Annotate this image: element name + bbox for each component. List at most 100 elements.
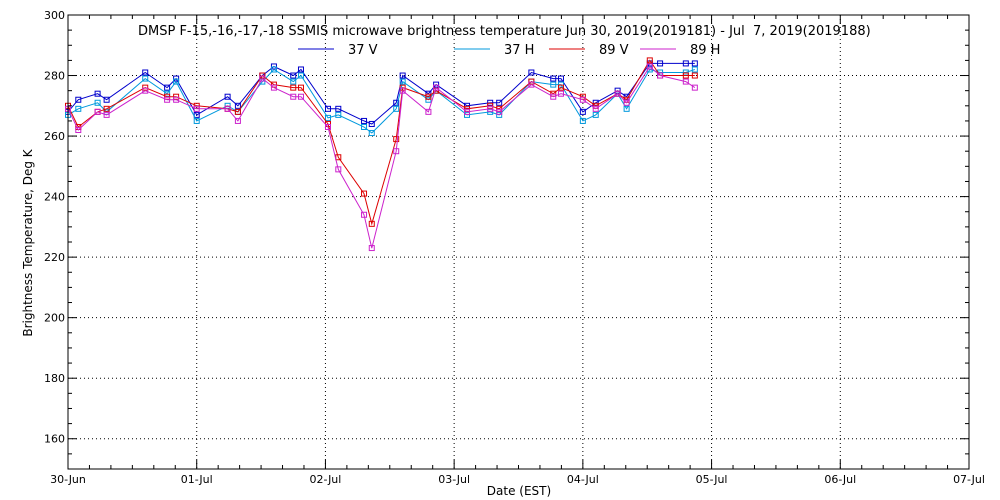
data-point [614, 90, 621, 97]
data-point [691, 72, 698, 79]
data-point [487, 105, 494, 112]
data-point [368, 120, 375, 127]
legend: 37 V 37 H 89 V 89 H [298, 43, 720, 58]
data-point [425, 108, 432, 115]
x-tick-label: 01-Jul [181, 473, 213, 486]
y-tick-label: 300 [44, 9, 65, 22]
x-tick-label: 03-Jul [438, 473, 470, 486]
series-37-v [65, 60, 698, 127]
data-point [259, 75, 266, 82]
data-point [173, 96, 180, 103]
x-tick-label: 06-Jul [824, 473, 856, 486]
data-point [290, 93, 297, 100]
data-point [528, 81, 535, 88]
data-point [193, 105, 200, 112]
data-point [361, 211, 368, 218]
data-point [368, 130, 375, 137]
axis-ticks: 30-Jun 01-Jul 02-Jul 03-Jul 04-Jul 05-Jul 06-J… [44, 9, 985, 486]
data-point [142, 84, 149, 91]
series-89-h [65, 63, 698, 252]
data-point [325, 114, 332, 121]
data-point [103, 96, 110, 103]
data-point [270, 84, 277, 91]
data-point [399, 87, 406, 94]
data-point [487, 108, 494, 115]
x-tick-label: 30-Jun [50, 473, 86, 486]
data-point [94, 99, 101, 106]
data-point [592, 111, 599, 118]
data-point [399, 78, 406, 85]
series-line [67, 65, 696, 249]
data-point [193, 111, 200, 118]
legend-label: 37 V [348, 43, 378, 58]
data-point [592, 105, 599, 112]
data-point [103, 111, 110, 118]
data-point [528, 69, 535, 76]
data-point [297, 84, 304, 91]
data-point [224, 105, 231, 112]
data-point [142, 87, 149, 94]
data-point [103, 105, 110, 112]
data-point [682, 60, 689, 67]
series-group [65, 57, 698, 252]
data-point [691, 66, 698, 73]
legend-label: 37 H [504, 43, 534, 58]
data-point [75, 96, 82, 103]
data-point [550, 93, 557, 100]
data-point [290, 72, 297, 79]
data-point [297, 72, 304, 79]
data-point [234, 117, 241, 124]
data-point [164, 96, 171, 103]
data-point [691, 84, 698, 91]
data-point [657, 60, 664, 67]
data-point [270, 66, 277, 73]
y-tick-label: 180 [44, 372, 65, 385]
data-point [361, 117, 368, 124]
data-point [325, 105, 332, 112]
data-point [579, 96, 586, 103]
data-point [496, 99, 503, 106]
chart-title: DMSP F-15,-16,-17,-18 SSMIS microwave br… [138, 24, 871, 39]
y-tick-label: 200 [44, 312, 65, 325]
data-point [487, 99, 494, 106]
data-point [579, 117, 586, 124]
series-line [67, 62, 695, 125]
data-point [550, 81, 557, 88]
data-point [691, 60, 698, 67]
data-point [657, 72, 664, 79]
x-tick-label: 07-Jul [953, 473, 985, 486]
data-point [335, 105, 342, 112]
data-point [425, 93, 432, 100]
x-tick-label: 04-Jul [567, 473, 599, 486]
data-point [579, 108, 586, 115]
data-point [325, 123, 332, 130]
data-point [368, 220, 375, 227]
data-point [335, 111, 342, 118]
data-point [142, 75, 149, 82]
data-point [224, 93, 231, 100]
x-axis-title: Date (EST) [487, 484, 551, 498]
data-point [682, 72, 689, 79]
data-point [496, 108, 503, 115]
data-point [393, 148, 400, 155]
data-point [623, 99, 630, 106]
y-tick-label: 220 [44, 251, 65, 264]
data-point [164, 84, 171, 91]
data-point [94, 108, 101, 115]
series-line [67, 59, 695, 226]
data-point [297, 93, 304, 100]
y-tick-label: 240 [44, 191, 65, 204]
data-point [94, 90, 101, 97]
legend-label: 89 H [690, 43, 720, 58]
data-point [234, 102, 241, 109]
data-point [290, 78, 297, 85]
x-tick-label: 05-Jul [696, 473, 728, 486]
x-tick-label: 02-Jul [309, 473, 341, 486]
data-point [550, 75, 557, 82]
data-point [393, 136, 400, 143]
data-point [361, 190, 368, 197]
data-point [682, 78, 689, 85]
data-point [173, 78, 180, 85]
data-point [646, 63, 653, 70]
data-point [557, 75, 564, 82]
